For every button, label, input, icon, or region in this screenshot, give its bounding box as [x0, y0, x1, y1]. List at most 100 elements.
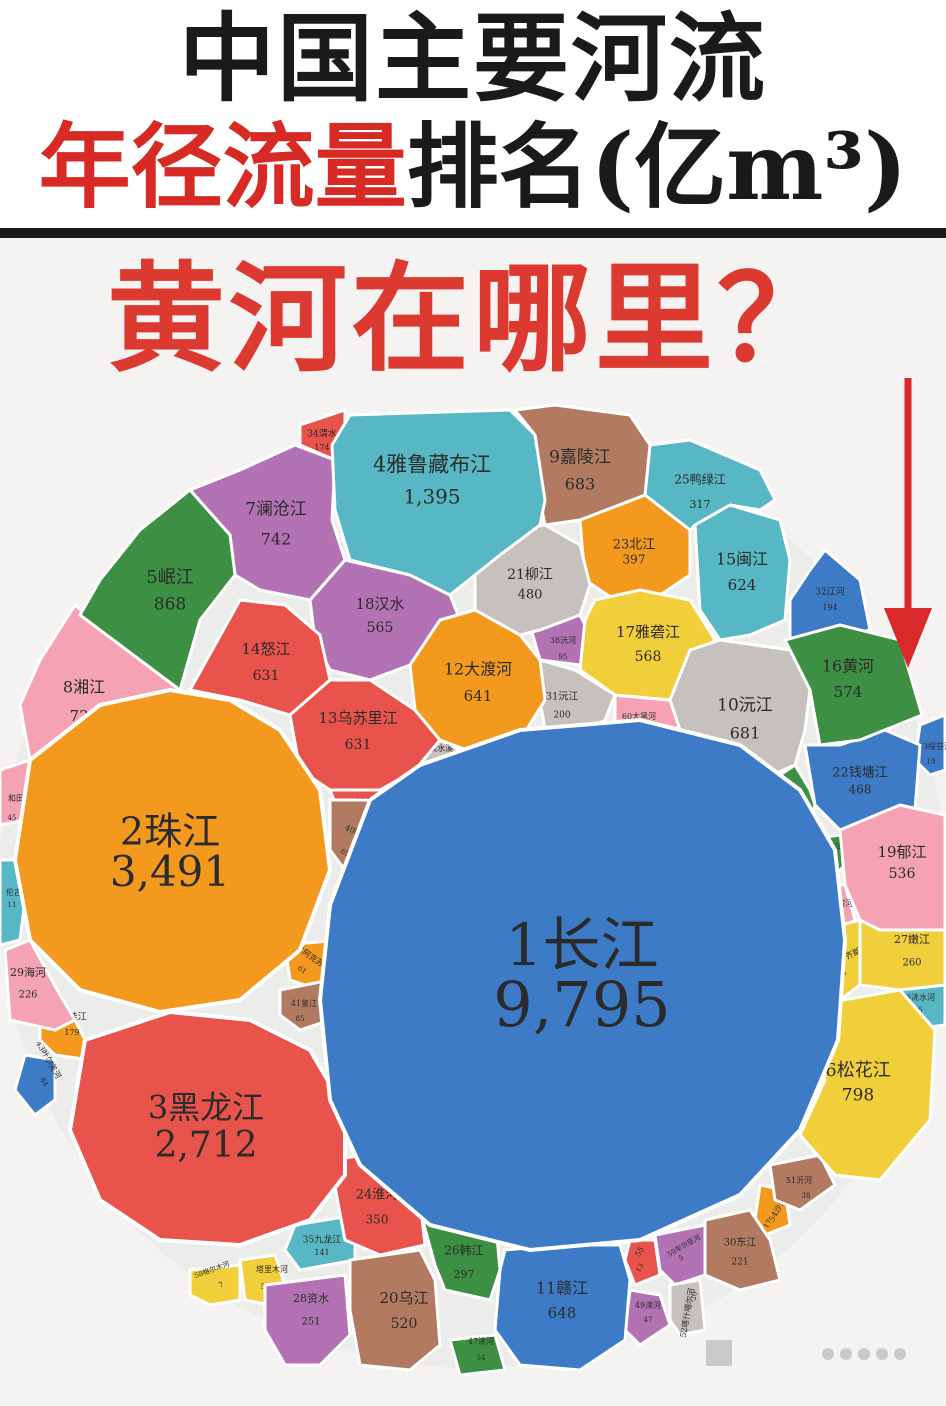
river-label: 塔里木河 — [256, 1264, 288, 1274]
river-value-label: 141 — [314, 1248, 329, 1257]
river-label: 5岷江 — [146, 567, 193, 588]
river-value-label: 65 — [339, 847, 350, 858]
watermark-dot — [840, 1348, 852, 1360]
river-value-label: 2,712 — [154, 1125, 257, 1166]
river-label: 32辽河 — [815, 586, 844, 598]
river-label: 13乌苏里江 — [318, 709, 397, 727]
river-cell-19: 19郁江 536 — [838, 803, 946, 932]
river-cell-shape — [188, 1263, 242, 1307]
river-label: 11赣江 — [536, 1279, 588, 1298]
river-value-label: 641 — [464, 687, 493, 705]
river-value-label: 397 — [623, 553, 646, 567]
river-label: 18汉水 — [355, 595, 404, 613]
river-label: 6松花江 — [825, 1060, 890, 1081]
header-divider — [0, 228, 946, 238]
river-label: 55 — [633, 1245, 646, 1258]
river-value-label: 798 — [842, 1086, 874, 1106]
river-value-label: 226 — [18, 990, 37, 1001]
river-value-label: 54 — [477, 1354, 486, 1362]
river-label: 51沂河 — [786, 1175, 812, 1185]
river-cell-shape — [263, 1273, 352, 1367]
river-cell-32: 32辽河 194 — [788, 548, 872, 642]
river-label: 29海河 — [10, 965, 46, 979]
river-value-label: 480 — [518, 588, 543, 603]
river-value-label: 221 — [731, 1258, 748, 1268]
river-label: 23北江 — [613, 538, 656, 553]
river-value-label: 64 — [38, 1076, 50, 1088]
river-cell-shape — [408, 608, 547, 757]
river-value-label: 468 — [849, 783, 872, 797]
river-label: 12大渡河 — [444, 660, 512, 679]
river-value-label: 631 — [253, 668, 280, 684]
river-value-label: 683 — [565, 475, 596, 494]
river-value-label: 20 — [689, 1291, 698, 1301]
watermark-dot — [894, 1348, 906, 1360]
river-value-label: 174 — [314, 443, 329, 452]
river-label: 38沅河 — [550, 635, 576, 645]
river-cell-shape — [668, 1278, 707, 1337]
river-value-label: 85 — [296, 1015, 305, 1023]
chart-title-black-part: 排名(亿m³) — [406, 113, 908, 221]
river-value-label: 45 — [8, 814, 17, 822]
river-label: 22钱塘江 — [832, 765, 888, 781]
river-cell-shape — [78, 488, 237, 692]
river-value-label: 568 — [635, 649, 662, 665]
river-label: 25鸭绿江 — [674, 472, 725, 487]
river-value-label: 681 — [730, 724, 761, 743]
river-cell-shape — [68, 1010, 347, 1247]
river-cell-30: 30东江 221 — [703, 1208, 782, 1292]
river-label: 9嘉陵江 — [549, 448, 611, 468]
river-cell-47: 47洮河 54 — [448, 1333, 507, 1377]
river-value-label: 3,491 — [110, 847, 230, 896]
river-label: 2珠江 — [120, 810, 220, 854]
river-cell-shape — [318, 718, 847, 1252]
river-label: 49滦河 — [635, 1300, 661, 1310]
river-value-label: 47 — [644, 1316, 653, 1324]
river-label: 28资水 — [293, 1292, 329, 1305]
river-label: 20乌江 — [379, 1289, 428, 1307]
river-cell-shape — [703, 1208, 782, 1292]
river-cell-shape — [13, 688, 332, 1014]
river-cell-shape — [768, 1153, 837, 1212]
river-value-label: 13 — [634, 1262, 645, 1274]
river-label: 14怒江 — [241, 640, 290, 658]
river-label: 41鉴江 — [291, 998, 317, 1008]
watermark-dot — [858, 1348, 870, 1360]
river-label: 30东江 — [724, 1236, 757, 1249]
river-label: 53绥芬河 — [918, 741, 946, 751]
river-cell-shape — [623, 1238, 662, 1287]
river-label: 1长江 — [506, 911, 659, 979]
river-value-label: 565 — [367, 620, 394, 636]
river-label: 47洮河 — [468, 1336, 494, 1346]
river-value-label: 317 — [690, 498, 711, 511]
river-cell-29: 29海河 226 — [3, 938, 77, 1032]
river-value-label: 297 — [454, 1268, 475, 1281]
watermark-square — [706, 1340, 732, 1366]
river-cell-shape — [13, 1053, 57, 1117]
river-value-label: 200 — [553, 711, 570, 721]
river-value-label: 624 — [728, 576, 757, 594]
river-value-label: 17 — [762, 1218, 773, 1230]
river-cell-shape — [188, 598, 332, 717]
river-value-label: 260 — [902, 958, 921, 969]
river-label: 46洮水河 — [901, 992, 935, 1002]
river-value-label: 7 — [218, 1280, 225, 1289]
river-cell-shape — [838, 803, 946, 932]
river-cell-15: 15闽江 624 — [693, 503, 792, 642]
river-cell-14: 14怒江 631 — [188, 598, 332, 717]
river-value-label: 194 — [822, 603, 837, 612]
river-value-label: 251 — [301, 1317, 320, 1328]
river-label: 21柳江 — [507, 566, 553, 583]
river-label: 31沅江 — [546, 690, 579, 703]
river-cell-11: 11赣江 648 — [493, 1243, 632, 1372]
chart-title-line2: 年径流量排名(亿m³) — [0, 108, 946, 226]
question-heading: 黄河在哪里？ — [106, 250, 839, 388]
watermark-dot — [876, 1348, 888, 1360]
river-label: 4雅鲁藏布江 — [373, 453, 491, 477]
